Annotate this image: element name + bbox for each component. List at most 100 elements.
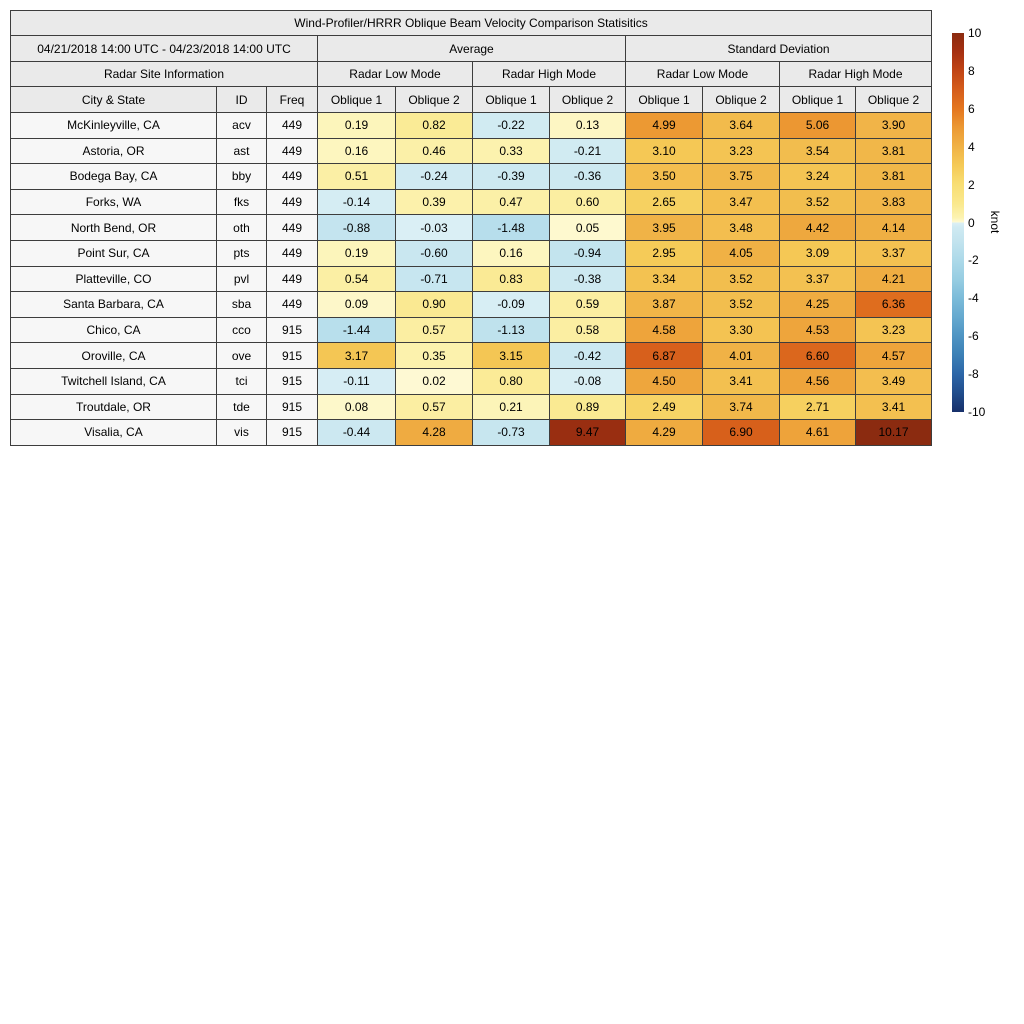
value-cell: 4.14 (854, 214, 933, 241)
colorbar-tick-label: 8 (968, 63, 975, 78)
value-cell: 0.35 (395, 342, 473, 369)
value-cell: -0.39 (472, 163, 550, 190)
value-cell: 3.37 (779, 265, 856, 293)
value-cell: 6.60 (779, 342, 856, 369)
value-cell: 4.28 (395, 419, 473, 446)
city-state-cell: McKinleyville, CA (10, 112, 217, 139)
value-cell: 0.82 (395, 112, 473, 139)
mode-header-row: Radar Site Information Radar Low Mode Ra… (10, 61, 933, 87)
table-row: North Bend, OR oth 449 -0.88 -0.03 -1.48 0.05 3… (10, 214, 933, 241)
colorbar-tick-label: 10 (968, 26, 982, 40)
colorbar (952, 33, 964, 412)
value-cell: -0.38 (549, 265, 626, 293)
group-header-average: Average (317, 35, 626, 62)
value-cell: -1.13 (472, 316, 550, 344)
value-cell: 0.89 (549, 393, 626, 421)
value-cell: 3.75 (702, 163, 780, 190)
city-state-cell: Santa Barbara, CA (10, 291, 217, 318)
col-header-freq: Freq (266, 86, 318, 113)
value-cell: 4.61 (779, 419, 856, 446)
colorbar-tick-label: 6 (968, 101, 975, 116)
value-cell: 2.65 (625, 188, 703, 216)
value-cell: 4.05 (702, 239, 780, 267)
value-cell: 0.13 (549, 112, 626, 139)
site-id-cell: ast (216, 137, 267, 165)
value-cell: 4.50 (625, 367, 703, 395)
value-cell: 3.50 (625, 163, 703, 190)
value-cell: 0.83 (472, 265, 550, 293)
col-header-oblique1: Oblique 1 (317, 86, 396, 113)
mode-header-sd-high: Radar High Mode (778, 61, 933, 87)
value-cell: 0.57 (395, 393, 473, 421)
value-cell: 3.30 (702, 316, 780, 344)
col-header-id: ID (216, 86, 267, 113)
city-state-cell: North Bend, OR (10, 214, 217, 241)
value-cell: 3.15 (472, 342, 550, 369)
value-cell: 3.48 (702, 214, 780, 241)
value-cell: 2.49 (625, 393, 703, 421)
value-cell: 0.02 (395, 367, 473, 395)
value-cell: 4.57 (854, 342, 933, 369)
value-cell: 3.52 (702, 265, 780, 293)
value-cell: -0.36 (549, 163, 626, 190)
table-row: Oroville, CA ove 915 3.17 0.35 3.15 -0.42 6.87 4… (10, 342, 933, 369)
site-id-cell: fks (216, 188, 267, 216)
value-cell: 3.87 (625, 291, 703, 318)
city-state-cell: Bodega Bay, CA (10, 163, 217, 190)
colorbar-tick-label: 4 (968, 139, 975, 154)
value-cell: 0.16 (472, 239, 550, 267)
colorbar-unit-label: knot (988, 210, 1002, 234)
value-cell: 3.52 (779, 188, 856, 216)
group-header-stddev: Standard Deviation (624, 35, 933, 62)
group-header-row: 04/21/2018 14:00 UTC - 04/23/2018 14:00 … (10, 35, 933, 62)
value-cell: 3.17 (317, 342, 396, 369)
frequency-cell: 449 (266, 163, 318, 190)
value-cell: 4.21 (854, 265, 933, 293)
site-id-cell: oth (216, 214, 267, 241)
city-state-cell: Forks, WA (10, 188, 217, 216)
city-state-cell: Twitchell Island, CA (10, 367, 217, 395)
table-row: Point Sur, CA pts 449 0.19 -0.60 0.16 -0.94 2.9… (10, 239, 933, 267)
value-cell: 0.39 (395, 188, 473, 216)
table-row: McKinleyville, CA acv 449 0.19 0.82 -0.22 0.13… (10, 112, 933, 139)
stats-table: Wind-Profiler/HRRR Oblique Beam Velocity… (9, 10, 933, 446)
frequency-cell: 449 (266, 112, 318, 139)
value-cell: 0.51 (317, 163, 396, 190)
table-row: Astoria, OR ast 449 0.16 0.46 0.33 -0.21 3.10 3.… (10, 137, 933, 165)
value-cell: 3.81 (854, 163, 933, 190)
value-cell: 4.58 (625, 316, 703, 344)
value-cell: 2.95 (625, 239, 703, 267)
value-cell: 4.99 (625, 112, 703, 139)
site-id-cell: tci (216, 367, 267, 395)
site-info-header: Radar Site Information (10, 61, 318, 87)
col-header-oblique2: Oblique 2 (854, 86, 933, 113)
colorbar-tick-label: -6 (968, 329, 979, 344)
value-cell: 0.33 (472, 137, 550, 165)
col-header-oblique1: Oblique 1 (779, 86, 856, 113)
value-cell: -0.44 (317, 419, 396, 446)
date-range: 04/21/2018 14:00 UTC - 04/23/2018 14:00 … (10, 35, 318, 62)
value-cell: -1.48 (472, 214, 550, 241)
frequency-cell: 915 (266, 367, 318, 395)
mode-header-avg-low: Radar Low Mode (317, 61, 473, 87)
value-cell: -0.71 (395, 265, 473, 293)
value-cell: 4.25 (779, 291, 856, 318)
value-cell: 4.53 (779, 316, 856, 344)
value-cell: 0.90 (395, 291, 473, 318)
value-cell: 6.87 (625, 342, 703, 369)
value-cell: 3.10 (625, 137, 703, 165)
colorbar-tick-label: -8 (968, 367, 979, 382)
value-cell: 3.74 (702, 393, 780, 421)
value-cell: 0.19 (317, 239, 396, 267)
city-state-cell: Point Sur, CA (10, 239, 217, 267)
value-cell: 0.59 (549, 291, 626, 318)
value-cell: -0.11 (317, 367, 396, 395)
value-cell: -0.03 (395, 214, 473, 241)
frequency-cell: 449 (266, 265, 318, 293)
value-cell: 3.09 (779, 239, 856, 267)
city-state-cell: Troutdale, OR (10, 393, 217, 421)
value-cell: 0.09 (317, 291, 396, 318)
site-id-cell: tde (216, 393, 267, 421)
value-cell: 0.58 (549, 316, 626, 344)
site-id-cell: acv (216, 112, 267, 139)
